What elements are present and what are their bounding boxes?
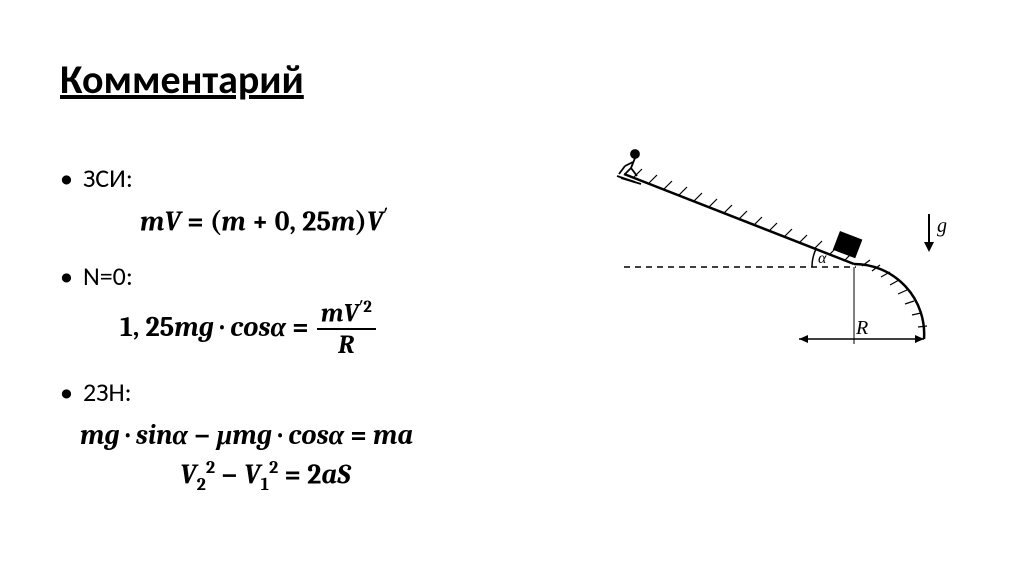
content-area: • ЗСИ: mV = (m + 0, 25m)V′ • N=0: 1, 25m… bbox=[60, 144, 964, 498]
eq-momentum: mV = (m + 0, 25m)V′ bbox=[140, 202, 594, 242]
page-title: Комментарий bbox=[60, 55, 964, 104]
eq-kinematics: V22 − V12 = 2aS bbox=[180, 455, 594, 497]
gravity-label: g bbox=[937, 215, 947, 237]
equations-column: • ЗСИ: mV = (m + 0, 25m)V′ • N=0: 1, 25m… bbox=[60, 144, 594, 498]
label-zsi: ЗСИ: bbox=[83, 162, 133, 194]
eq-centripetal: 1, 25mg · cosα = mV′2 R bbox=[120, 300, 594, 359]
label-n0: N=0: bbox=[83, 260, 133, 292]
bullet-dot: • bbox=[60, 260, 73, 292]
bullet-n0: • N=0: bbox=[60, 260, 594, 292]
physics-diagram: α bbox=[594, 144, 964, 374]
bullet-dot: • bbox=[60, 162, 73, 194]
bullet-dot: • bbox=[60, 376, 73, 408]
bullet-2zn: • 2ЗН: bbox=[60, 376, 594, 408]
label-2zn: 2ЗН: bbox=[83, 376, 132, 408]
radius-label: R bbox=[855, 317, 868, 339]
eq-newton2: mg · sinα − μmg · cosα = ma bbox=[80, 416, 594, 455]
bullet-zsi: • ЗСИ: bbox=[60, 162, 594, 194]
angle-label: α bbox=[818, 250, 827, 267]
